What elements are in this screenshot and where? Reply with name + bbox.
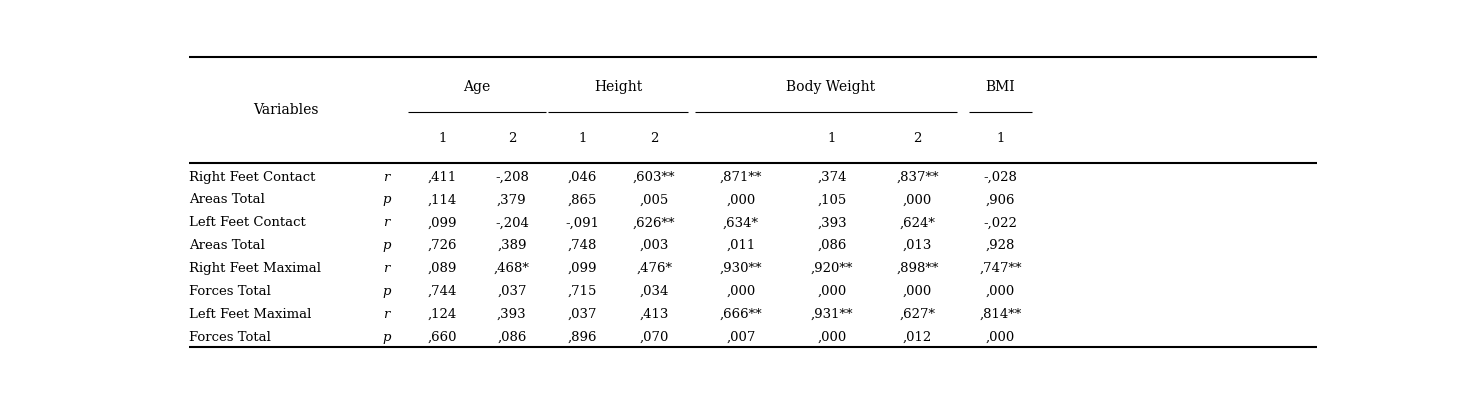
Text: ,000: ,000: [903, 285, 932, 298]
Text: p: p: [382, 285, 391, 298]
Text: p: p: [382, 194, 391, 206]
Text: ,865: ,865: [567, 194, 597, 206]
Text: ,837**: ,837**: [897, 171, 939, 184]
Text: ,379: ,379: [497, 194, 526, 206]
Text: ,393: ,393: [497, 308, 526, 321]
Text: r: r: [384, 171, 390, 184]
Text: ,105: ,105: [817, 194, 847, 206]
Text: Variables: Variables: [253, 103, 319, 117]
Text: ,000: ,000: [726, 285, 756, 298]
Text: ,744: ,744: [428, 285, 457, 298]
Text: p: p: [382, 239, 391, 252]
Text: ,005: ,005: [639, 194, 669, 206]
Text: ,928: ,928: [986, 239, 1016, 252]
Text: Left Feet Contact: Left Feet Contact: [190, 216, 306, 229]
Text: ,930**: ,930**: [720, 262, 761, 275]
Text: ,603**: ,603**: [634, 171, 676, 184]
Text: ,920**: ,920**: [811, 262, 853, 275]
Text: 1: 1: [438, 133, 447, 145]
Text: r: r: [384, 216, 390, 229]
Text: ,411: ,411: [428, 171, 457, 184]
Text: ,666**: ,666**: [719, 308, 761, 321]
Text: BMI: BMI: [986, 80, 1016, 94]
Text: Areas Total: Areas Total: [190, 194, 265, 206]
Text: Height: Height: [594, 80, 642, 94]
Text: 2: 2: [913, 133, 922, 145]
Text: ,000: ,000: [726, 194, 756, 206]
Text: Age: Age: [463, 80, 491, 94]
Text: 2: 2: [507, 133, 516, 145]
Text: ,034: ,034: [639, 285, 669, 298]
Text: -,022: -,022: [983, 216, 1017, 229]
Text: ,086: ,086: [817, 239, 847, 252]
Text: ,389: ,389: [497, 239, 526, 252]
Text: ,660: ,660: [428, 331, 457, 344]
Text: ,099: ,099: [567, 262, 597, 275]
Text: ,748: ,748: [567, 239, 597, 252]
Text: ,871**: ,871**: [720, 171, 761, 184]
Text: Left Feet Maximal: Left Feet Maximal: [190, 308, 312, 321]
Text: ,413: ,413: [639, 308, 669, 321]
Text: ,000: ,000: [817, 331, 847, 344]
Text: ,013: ,013: [903, 239, 932, 252]
Text: ,476*: ,476*: [637, 262, 672, 275]
Text: ,089: ,089: [428, 262, 457, 275]
Text: ,468*: ,468*: [494, 262, 529, 275]
Text: ,124: ,124: [428, 308, 457, 321]
Text: Right Feet Contact: Right Feet Contact: [190, 171, 316, 184]
Text: ,037: ,037: [567, 308, 597, 321]
Text: ,931**: ,931**: [811, 308, 853, 321]
Text: ,906: ,906: [986, 194, 1016, 206]
Text: Body Weight: Body Weight: [785, 80, 875, 94]
Text: ,715: ,715: [567, 285, 597, 298]
Text: -,091: -,091: [566, 216, 600, 229]
Text: Right Feet Maximal: Right Feet Maximal: [190, 262, 322, 275]
Text: ,000: ,000: [986, 331, 1016, 344]
Text: ,627*: ,627*: [900, 308, 935, 321]
Text: r: r: [384, 262, 390, 275]
Text: ,726: ,726: [428, 239, 457, 252]
Text: Forces Total: Forces Total: [190, 285, 272, 298]
Text: -,204: -,204: [495, 216, 529, 229]
Text: -,208: -,208: [495, 171, 529, 184]
Text: Areas Total: Areas Total: [190, 239, 265, 252]
Text: 1: 1: [997, 133, 1005, 145]
Text: ,012: ,012: [903, 331, 932, 344]
Text: r: r: [384, 308, 390, 321]
Text: ,000: ,000: [986, 285, 1016, 298]
Text: ,070: ,070: [639, 331, 669, 344]
Text: ,747**: ,747**: [979, 262, 1022, 275]
Text: -,028: -,028: [983, 171, 1017, 184]
Text: ,003: ,003: [639, 239, 669, 252]
Text: ,037: ,037: [497, 285, 526, 298]
Text: ,624*: ,624*: [900, 216, 935, 229]
Text: p: p: [382, 331, 391, 344]
Text: ,007: ,007: [726, 331, 756, 344]
Text: ,114: ,114: [428, 194, 457, 206]
Text: 1: 1: [578, 133, 587, 145]
Text: ,626**: ,626**: [634, 216, 676, 229]
Text: ,011: ,011: [726, 239, 756, 252]
Text: ,000: ,000: [817, 285, 847, 298]
Text: ,099: ,099: [428, 216, 457, 229]
Text: ,814**: ,814**: [979, 308, 1022, 321]
Text: ,898**: ,898**: [897, 262, 939, 275]
Text: ,896: ,896: [567, 331, 597, 344]
Text: ,000: ,000: [903, 194, 932, 206]
Text: ,086: ,086: [497, 331, 526, 344]
Text: 2: 2: [650, 133, 659, 145]
Text: ,046: ,046: [567, 171, 597, 184]
Text: ,393: ,393: [817, 216, 847, 229]
Text: ,374: ,374: [817, 171, 847, 184]
Text: Forces Total: Forces Total: [190, 331, 272, 344]
Text: 1: 1: [828, 133, 836, 145]
Text: ,634*: ,634*: [723, 216, 759, 229]
